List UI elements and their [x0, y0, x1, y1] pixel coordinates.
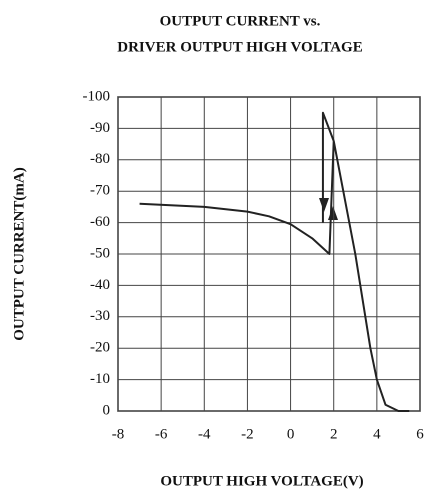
data-line — [139, 111, 410, 412]
y-tick-label: -90 — [90, 120, 110, 136]
y-tick-label: -70 — [90, 183, 110, 199]
x-tick-label: -4 — [198, 426, 211, 442]
y-tick-label: -50 — [90, 245, 110, 261]
x-tick-label: 6 — [416, 426, 424, 442]
y-tick-label: -20 — [90, 340, 110, 356]
up-arrow — [328, 206, 338, 220]
x-tick-label: -6 — [155, 426, 168, 442]
x-tick-label: 4 — [373, 426, 381, 442]
y-tick-label: -30 — [90, 308, 110, 324]
y-tick-label: -10 — [90, 371, 110, 387]
x-axis-label: OUTPUT HIGH VOLTAGE(V) — [160, 473, 363, 489]
x-tick-label: 0 — [287, 426, 295, 442]
y-axis-label: OUTPUT CURRENT(mA) — [11, 167, 27, 340]
x-tick-label: 2 — [330, 426, 338, 442]
chart-subtitle: DRIVER OUTPUT HIGH VOLTAGE — [117, 39, 362, 55]
chart-title: OUTPUT CURRENT vs. — [160, 13, 321, 29]
y-tick-label: 0 — [103, 402, 111, 418]
down-arrow — [319, 198, 329, 212]
x-tick-label: -2 — [241, 426, 254, 442]
y-tick-label: -40 — [90, 277, 110, 293]
x-tick-label: -8 — [112, 426, 125, 442]
y-tick-label: -80 — [90, 151, 110, 167]
y-tick-label: -60 — [90, 214, 110, 230]
y-tick-label: -100 — [83, 88, 111, 104]
